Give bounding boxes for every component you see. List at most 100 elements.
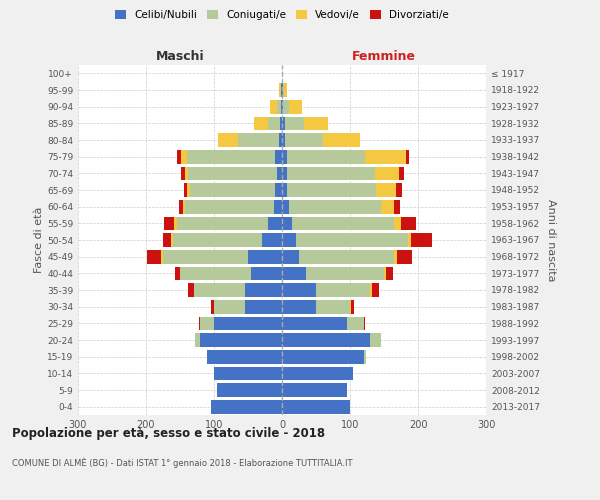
Bar	[384, 266, 386, 280]
Bar	[194, 283, 245, 297]
Y-axis label: Fasce di età: Fasce di età	[34, 207, 44, 273]
Bar	[195, 333, 200, 347]
Bar	[289, 100, 302, 114]
Bar	[287, 183, 376, 197]
Bar	[282, 216, 292, 230]
Bar	[180, 266, 251, 280]
Bar	[380, 200, 394, 213]
Bar	[251, 266, 282, 280]
Bar	[268, 216, 282, 230]
Bar	[283, 100, 289, 114]
Bar	[175, 266, 180, 280]
Bar	[214, 300, 245, 314]
Bar	[188, 166, 277, 180]
Bar	[185, 200, 274, 213]
Bar	[394, 216, 401, 230]
Bar	[401, 216, 416, 230]
Legend: Celibi/Nubili, Coniugati/e, Vedovi/e, Divorziati/e: Celibi/Nubili, Coniugati/e, Vedovi/e, Di…	[115, 10, 449, 20]
Bar	[364, 350, 365, 364]
Bar	[187, 150, 275, 164]
Bar	[161, 250, 163, 264]
Bar	[397, 250, 412, 264]
Bar	[289, 200, 380, 213]
Bar	[376, 183, 396, 197]
Bar	[287, 166, 375, 180]
Bar	[279, 133, 282, 147]
Bar	[282, 383, 347, 397]
Bar	[282, 283, 316, 297]
Bar	[206, 350, 207, 364]
Bar	[200, 333, 282, 347]
Text: Popolazione per età, sesso e stato civile - 2018: Popolazione per età, sesso e stato civil…	[12, 428, 325, 440]
Bar	[370, 333, 380, 347]
Bar	[214, 366, 282, 380]
Bar	[199, 316, 200, 330]
Bar	[148, 250, 161, 264]
Bar	[211, 400, 282, 413]
Bar	[282, 316, 347, 330]
Bar	[277, 166, 282, 180]
Bar	[245, 283, 282, 297]
Bar	[277, 100, 281, 114]
Bar	[282, 400, 350, 413]
Bar	[364, 316, 365, 330]
Bar	[316, 283, 370, 297]
Bar	[281, 100, 282, 114]
Bar	[282, 116, 286, 130]
Bar	[268, 116, 280, 130]
Bar	[177, 150, 181, 164]
Bar	[218, 133, 238, 147]
Bar	[287, 150, 365, 164]
Bar	[399, 166, 404, 180]
Text: COMUNE DI ALMÈ (BG) - Dati ISTAT 1° gennaio 2018 - Elaborazione TUTTITALIA.IT: COMUNE DI ALMÈ (BG) - Dati ISTAT 1° genn…	[12, 458, 353, 468]
Bar	[350, 300, 354, 314]
Bar	[238, 133, 279, 147]
Bar	[275, 150, 282, 164]
Bar	[187, 183, 190, 197]
Bar	[200, 316, 214, 330]
Text: Maschi: Maschi	[155, 50, 205, 64]
Bar	[274, 200, 282, 213]
Bar	[188, 283, 194, 297]
Bar	[271, 100, 277, 114]
Bar	[174, 216, 176, 230]
Y-axis label: Anni di nascita: Anni di nascita	[545, 198, 556, 281]
Bar	[176, 216, 268, 230]
Bar	[184, 183, 187, 197]
Bar	[181, 150, 187, 164]
Bar	[163, 233, 171, 247]
Bar	[284, 83, 287, 97]
Bar	[299, 250, 394, 264]
Bar	[282, 366, 353, 380]
Bar	[323, 133, 360, 147]
Bar	[283, 83, 284, 97]
Bar	[163, 250, 248, 264]
Bar	[164, 216, 174, 230]
Bar	[214, 316, 282, 330]
Bar	[411, 233, 431, 247]
Bar	[282, 183, 287, 197]
Bar	[296, 233, 408, 247]
Bar	[217, 383, 282, 397]
Bar	[370, 283, 372, 297]
Bar	[365, 150, 406, 164]
Bar	[282, 266, 306, 280]
Bar	[286, 133, 323, 147]
Bar	[185, 166, 188, 180]
Bar	[372, 283, 379, 297]
Bar	[282, 233, 296, 247]
Bar	[282, 133, 286, 147]
Bar	[245, 300, 282, 314]
Bar	[304, 116, 328, 130]
Bar	[207, 350, 282, 364]
Bar	[190, 183, 275, 197]
Bar	[248, 250, 282, 264]
Bar	[211, 300, 214, 314]
Bar	[282, 166, 287, 180]
Bar	[171, 233, 173, 247]
Bar	[286, 116, 304, 130]
Bar	[282, 250, 299, 264]
Bar	[394, 250, 397, 264]
Bar	[282, 300, 316, 314]
Bar	[282, 333, 370, 347]
